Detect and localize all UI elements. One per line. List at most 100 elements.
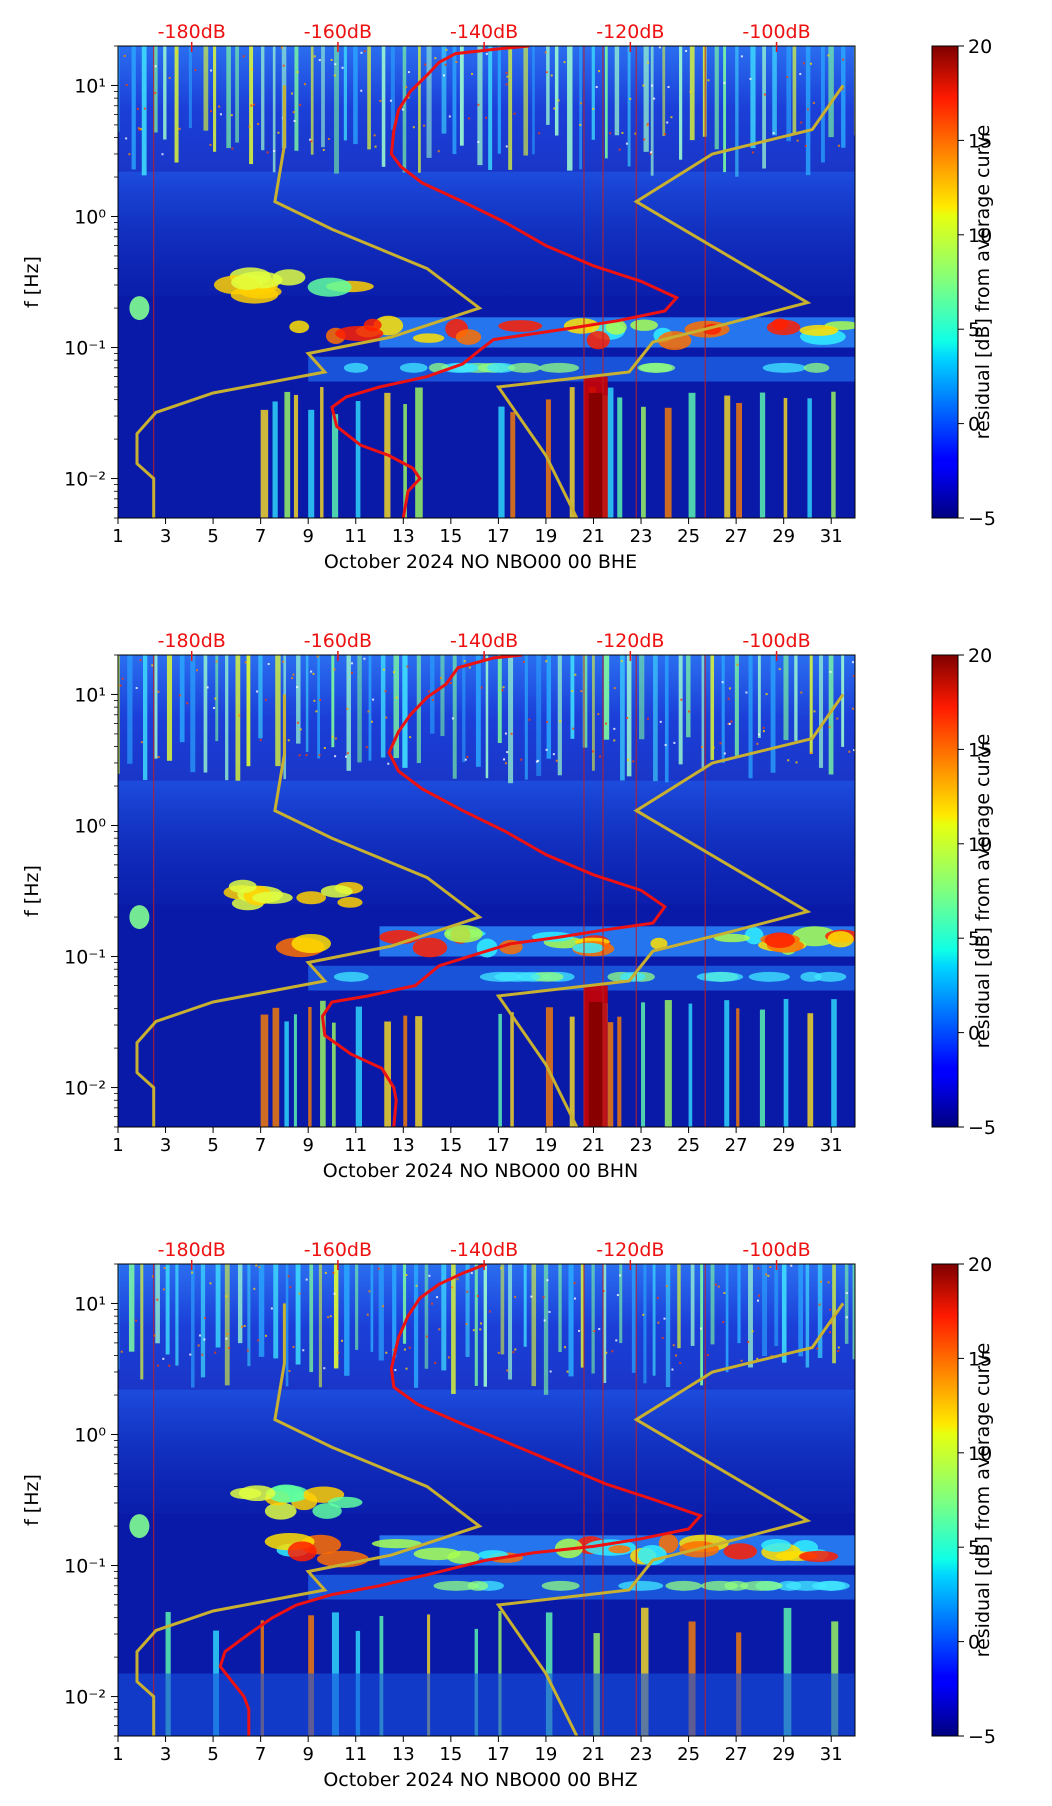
noise-speck (189, 1353, 192, 1356)
noise-speck (251, 68, 254, 71)
noise-speck (505, 83, 508, 86)
low-frequency-streak (759, 392, 766, 518)
noise-speck (231, 147, 234, 150)
day-streak (781, 1264, 787, 1363)
plot-frame (117, 45, 856, 519)
day-streak (334, 46, 339, 174)
noise-speck (544, 51, 547, 54)
noise-speck (277, 131, 280, 134)
noise-speck (546, 1279, 549, 1282)
x-tick-label: 15 (439, 1744, 462, 1765)
noise-speck (802, 62, 805, 65)
low-frequency-streak (308, 1006, 312, 1127)
noise-speck (836, 717, 839, 720)
low-frequency-streak (664, 1000, 672, 1127)
noise-speck (186, 702, 189, 705)
day-streak (652, 1264, 656, 1376)
storm-blob (129, 905, 150, 930)
noise-speck (214, 1351, 217, 1354)
high-noise-model-curve (495, 84, 845, 518)
secondary-blob (748, 971, 790, 982)
noise-speck (287, 1275, 290, 1278)
noise-speck (620, 660, 623, 663)
noise-speck (323, 1367, 326, 1370)
x-tick-label: 19 (534, 1744, 557, 1765)
noise-speck (203, 1338, 206, 1341)
noise-speck (504, 732, 507, 735)
noise-speck (198, 1334, 201, 1337)
noise-speck (424, 63, 427, 66)
noise-speck (210, 69, 213, 72)
storm-blob (129, 296, 150, 321)
colorbar-tick-label: 20 (968, 645, 992, 667)
noise-speck (545, 660, 548, 663)
microseism-blob (413, 333, 445, 343)
day-streak (677, 1264, 681, 1349)
day-streak (143, 655, 148, 781)
x-tick-label: 1 (112, 1135, 123, 1156)
noise-speck (370, 720, 373, 723)
noise-speck (439, 677, 442, 680)
colorbar-label: residual [dB] from average curve (972, 125, 994, 440)
noise-speck (292, 111, 295, 114)
noise-speck (298, 754, 301, 757)
noise-speck (332, 1271, 335, 1274)
noise-speck (468, 666, 471, 669)
noise-speck (288, 1369, 291, 1372)
x-tick-label: 21 (582, 1744, 605, 1765)
low-frequency-streak (724, 1000, 730, 1127)
noise-speck (305, 1278, 308, 1281)
y-tick-label: 10⁰ (74, 206, 106, 228)
noise-speck (573, 1282, 576, 1285)
noise-speck (463, 660, 466, 663)
noise-speck (395, 696, 398, 699)
day-streak (118, 46, 120, 132)
noise-speck (549, 1370, 552, 1373)
noise-speck (480, 686, 483, 689)
noise-speck (318, 59, 321, 62)
event-column-core (588, 1001, 603, 1127)
noise-speck (455, 61, 458, 64)
noise-speck (722, 1321, 725, 1324)
colorbar-tick-label: 5 (968, 1537, 980, 1559)
low-frequency-streak (617, 397, 623, 518)
noise-speck (479, 1328, 482, 1331)
noise-speck (673, 741, 676, 744)
x-tick-label: 19 (534, 526, 557, 547)
x-tick-label: 5 (207, 1135, 218, 1156)
noise-speck (812, 101, 815, 104)
noise-speck (242, 55, 245, 58)
colorbar-tick-label: 10 (968, 225, 992, 247)
noise-speck (837, 1346, 840, 1349)
x-tick-label: 3 (160, 1135, 171, 1156)
day-streak (614, 46, 620, 136)
noise-speck (727, 722, 730, 725)
noise-speck (659, 720, 662, 723)
low-frequency-streak (783, 998, 789, 1127)
low-frequency-streak (510, 1012, 514, 1127)
low-frequency-streak (617, 1016, 622, 1127)
day-streak (603, 655, 610, 740)
day-streak (402, 1264, 407, 1344)
day-streak (353, 46, 358, 145)
noise-speck (505, 762, 508, 765)
top-db-tick-label: -120dB (596, 1239, 664, 1261)
low-frequency-streak (284, 391, 291, 518)
secondary-blob (333, 971, 369, 982)
noise-speck (699, 1327, 702, 1330)
colorbar-tick-label: −5 (968, 1726, 996, 1748)
day-streak (757, 655, 761, 738)
microseism-blob (744, 927, 764, 945)
x-tick-label: 1 (112, 526, 123, 547)
noise-speck (827, 1281, 830, 1284)
day-streak (650, 46, 654, 176)
noise-speck (405, 1367, 408, 1370)
noise-speck (520, 758, 523, 761)
noise-speck (829, 1331, 832, 1334)
noise-speck (730, 720, 733, 723)
storm-blob (312, 1503, 342, 1519)
day-streak (568, 1264, 574, 1377)
day-streak (792, 46, 797, 134)
day-streak (532, 46, 535, 155)
noise-speck (334, 737, 337, 740)
